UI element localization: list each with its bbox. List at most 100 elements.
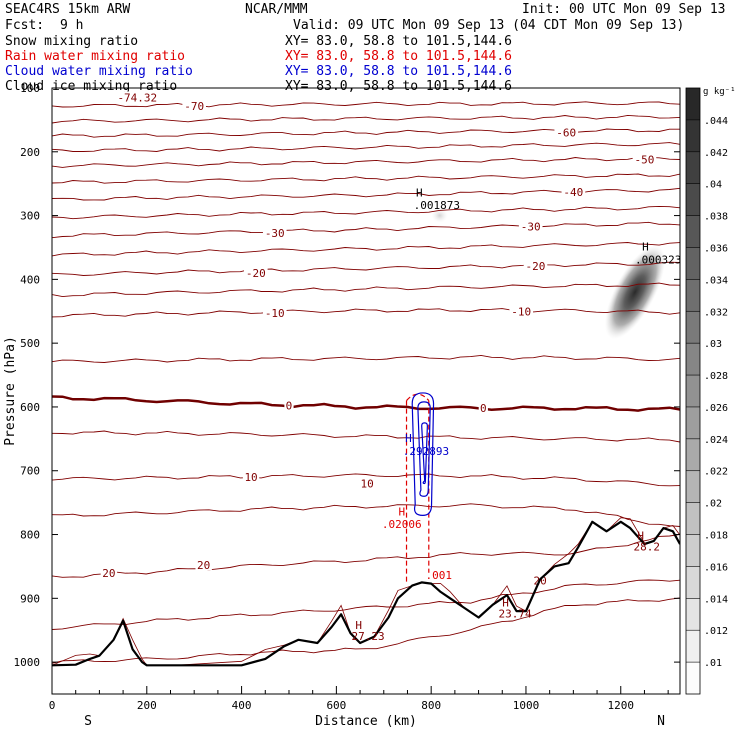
isotherm-label-bg: [523, 259, 548, 271]
isotherm-label: -50: [635, 153, 655, 166]
x-tick-label: 0: [49, 699, 56, 712]
colorbar-bin: [686, 598, 700, 631]
colorbar-tick-label: .026: [704, 403, 728, 414]
cloud-ice-max-value: .000323: [635, 253, 681, 266]
colorbar-tick-label: .044: [704, 116, 728, 127]
y-axis-label: Pressure (hPa): [3, 336, 18, 446]
plot-clip-group: -74.32 -70 -60 -50 -40 -30 -30 -20 -20 -10 -10 0 0 10…: [52, 91, 681, 667]
isotherm-line: [52, 503, 680, 527]
x-tick-label: 1200: [608, 699, 635, 712]
isotherm-line: [52, 221, 680, 239]
y-tick-label: 100: [20, 82, 40, 95]
isotherm-line: [52, 114, 680, 124]
cloud-water-contour: [411, 392, 435, 516]
plot-area: -74.32 -70 -60 -50 -40 -30 -30 -20 -20 -10 -10 0 0 10…: [52, 91, 681, 667]
y-tick-label: 700: [20, 465, 40, 478]
field-xy: XY= 83.0, 58.8 to 101.5,144.6: [285, 79, 512, 94]
cloud-water-contour: [417, 401, 431, 497]
snow-shading: [431, 208, 448, 223]
isotherm-label: -30: [521, 220, 541, 233]
valid-time: Valid: 09 UTC Mon 09 Sep 13 (04 CDT Mon …: [293, 18, 684, 33]
terrain-high-value: 27.23: [352, 630, 385, 643]
colorbar-tick-label: .016: [704, 562, 728, 573]
cloud-water-contour: [421, 422, 428, 485]
isotherm-label: -10: [265, 307, 285, 320]
snow-max-marker: H: [416, 186, 423, 199]
colorbar-bin: [686, 215, 700, 248]
colorbar-bin: [686, 375, 700, 408]
field-name: Rain water mixing ratio: [5, 49, 185, 64]
fcst-label: Fcst:: [5, 18, 44, 33]
colorbar-tick-label: .018: [704, 531, 728, 542]
isotherm-label: -10: [511, 305, 531, 318]
cloud-ice-max-marker: H: [642, 241, 649, 254]
isotherm-label-bg: [242, 471, 260, 483]
colorbar-bin: [686, 343, 700, 376]
isotherm-label-bg: [244, 266, 268, 278]
y-tick-label: 900: [20, 592, 40, 605]
terrain-high-value: 23.74: [498, 607, 531, 620]
isotherm-label-bg: [195, 559, 212, 571]
rain-max-marker: H: [398, 505, 405, 518]
colorbar-tick-label: .012: [704, 626, 728, 637]
x-tick-label: 1000: [513, 699, 540, 712]
colorbar-bin: [686, 662, 700, 695]
isotherm-line: [52, 473, 680, 487]
isotherm-label-bg: [518, 220, 543, 232]
colorbar-bin: [686, 88, 700, 121]
isotherm-line: [52, 173, 680, 184]
isotherm-line: [52, 156, 680, 168]
x-end-label-south: S: [84, 714, 92, 729]
cloud-water-max-marker: H: [405, 432, 412, 445]
isotherm-label: 20: [102, 567, 115, 580]
rain-water-contour-top: [406, 393, 430, 401]
colorbar-tick-label: .01: [704, 658, 722, 669]
isotherm-label: -70: [184, 100, 204, 113]
field-xy: XY= 83.0, 58.8 to 101.5,144.6: [285, 34, 512, 49]
colorbar-tick-label: .03: [704, 339, 722, 350]
model-title: SEAC4RS 15km ARW: [5, 2, 130, 17]
colorbar-tick-label: .022: [704, 467, 728, 478]
isotherm-line: [52, 597, 680, 664]
isotherm-line: [52, 187, 680, 201]
field-legend: Snow mixing ratio XY= 83.0, 58.8 to 101.5…: [5, 34, 512, 94]
header: SEAC4RS 15km ARW NCAR/MMM Init: 00 UTC M…: [5, 2, 726, 94]
init-time: Init: 00 UTC Mon 09 Sep 13: [522, 2, 726, 17]
colorbar-bin: [686, 311, 700, 344]
surface-isotherm: [52, 517, 680, 666]
isotherm-line: [52, 261, 680, 276]
isotherm-label-bg: [632, 153, 657, 165]
colorbar-tick-label: .028: [704, 371, 728, 382]
colorbar-tick-label: .04: [704, 180, 722, 191]
isotherm-label-bg: [358, 477, 376, 489]
isotherm-label: -74.32: [117, 92, 157, 105]
field-xy: XY= 83.0, 58.8 to 101.5,144.6: [285, 49, 512, 64]
isotherm-label-bg: [114, 91, 160, 103]
isotherm-label-bg: [262, 307, 287, 319]
isotherm-label-bg: [284, 399, 294, 411]
isotherm-line: [52, 205, 680, 220]
colorbar-tick-label: .036: [704, 243, 728, 254]
isotherm-line: [52, 395, 680, 412]
colorbar-bin: [686, 566, 700, 599]
isotherm-label: -20: [526, 260, 546, 273]
plot-frame: [51, 87, 681, 695]
isotherm-label-bg: [100, 566, 118, 578]
isotherm-label-bg: [478, 402, 488, 414]
isotherm-line: [52, 282, 680, 298]
terrain-high-value: 28.2: [634, 540, 661, 553]
cloud-ice-shading: [604, 245, 666, 339]
isotherm-label: -60: [556, 127, 576, 140]
y-tick-label: 400: [20, 273, 40, 286]
colorbar-tick-label: .024: [704, 435, 728, 446]
field-xy: XY= 83.0, 58.8 to 101.5,144.6: [285, 64, 512, 79]
colorbar-tick-label: .038: [704, 212, 728, 223]
y-tick-label: 600: [20, 401, 40, 414]
colorbar-bin: [686, 151, 700, 185]
y-tick-label: 800: [20, 529, 40, 542]
field-name: Cloud water mixing ratio: [5, 64, 193, 79]
isotherm-line: [52, 579, 680, 630]
colorbar-tick-label: .02: [704, 499, 722, 510]
